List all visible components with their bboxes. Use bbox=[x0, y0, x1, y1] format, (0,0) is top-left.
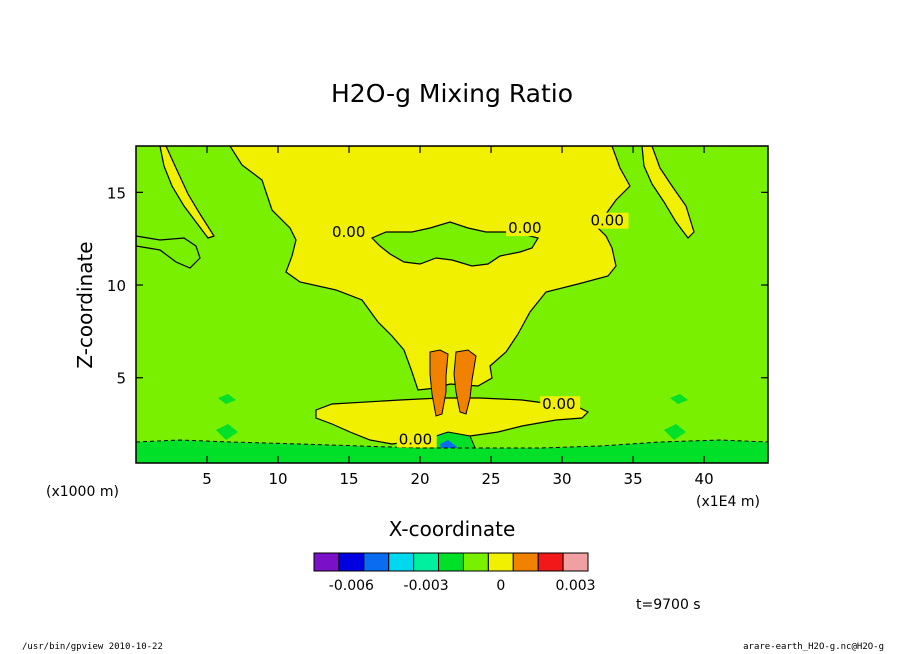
y-tick-label: 10 bbox=[107, 277, 126, 295]
contour-label: 0.00 bbox=[332, 223, 365, 241]
colorbar-swatch bbox=[388, 552, 415, 572]
x-unit-label: (x1E4 m) bbox=[696, 494, 760, 510]
small-green-patch-upper-right bbox=[670, 394, 688, 404]
colorbar-swatch bbox=[462, 552, 489, 572]
colorbar-swatch bbox=[413, 552, 440, 572]
contour-label: 0.00 bbox=[542, 395, 575, 413]
y-tick-label: 15 bbox=[107, 184, 126, 202]
colorbar-tick-label: 0 bbox=[496, 578, 505, 594]
right-upper-yellow-lobe bbox=[641, 146, 695, 239]
colorbar-swatch bbox=[438, 552, 464, 572]
y-axis-label: Z-coordinate bbox=[73, 241, 97, 368]
colorbar-swatch bbox=[313, 552, 340, 572]
chart-title: H2O-g Mixing Ratio bbox=[331, 79, 573, 108]
y-tick-label: 5 bbox=[116, 370, 126, 388]
colorbar-tick-label: 0.003 bbox=[555, 578, 595, 594]
contour-label: 0.00 bbox=[590, 212, 623, 230]
left-upper-yellow-lobe bbox=[159, 146, 215, 239]
colorbar-swatch bbox=[487, 552, 514, 572]
small-green-patch-left bbox=[216, 424, 238, 440]
lower-green-band bbox=[136, 439, 768, 463]
contour-label-bg bbox=[588, 212, 629, 229]
x-tick-label: 20 bbox=[410, 470, 429, 488]
small-green-patch-right bbox=[664, 424, 686, 440]
colorbar bbox=[313, 552, 589, 572]
contour-label-bg bbox=[506, 220, 547, 237]
contour-label: 0.00 bbox=[508, 219, 541, 237]
colorbar-swatch bbox=[338, 552, 365, 572]
core-orange-right bbox=[453, 349, 477, 415]
colorbar-swatch bbox=[562, 552, 589, 572]
contour-label-bg bbox=[329, 223, 370, 240]
x-axis-ticks: 5 10 15 20 25 30 35 40 bbox=[202, 146, 714, 488]
plot-area: 0.00 0.00 0.00 0.00 0.00 bbox=[135, 145, 769, 464]
x-tick-label: 25 bbox=[482, 470, 501, 488]
x-axis-label: X-coordinate bbox=[389, 517, 516, 541]
contour-label: 0.00 bbox=[399, 430, 432, 448]
colorbar-swatch bbox=[512, 552, 539, 572]
footer-left: /usr/bin/gpview 2010-10-22 bbox=[22, 642, 163, 652]
x-tick-label: 10 bbox=[268, 470, 287, 488]
left-dry-lobe bbox=[136, 235, 201, 269]
x-tick-label: 40 bbox=[695, 470, 714, 488]
x-tick-label: 15 bbox=[339, 470, 358, 488]
contour-label-bg bbox=[540, 396, 581, 413]
colorbar-tick-labels: -0.006 -0.003 0 0.003 bbox=[329, 578, 596, 594]
upper-dry-pocket bbox=[370, 221, 539, 267]
colorbar-tick-label: -0.006 bbox=[329, 578, 374, 594]
footer-right: arare-earth_H2O-g.nc@H2O-g bbox=[743, 642, 884, 652]
plot-frame bbox=[135, 145, 769, 464]
contour-labels: 0.00 0.00 0.00 0.00 0.00 bbox=[329, 212, 629, 448]
colorbar-swatch bbox=[537, 552, 564, 572]
y-unit-label: (x1000 m) bbox=[46, 484, 119, 500]
y-axis-ticks: 5 10 15 bbox=[107, 184, 768, 388]
core-orange-left bbox=[429, 349, 449, 417]
time-annotation: t=9700 s bbox=[636, 597, 701, 613]
x-tick-label: 30 bbox=[553, 470, 572, 488]
small-green-patch-upper-left bbox=[218, 394, 236, 404]
colorbar-swatch bbox=[363, 552, 390, 572]
contour-label-bg bbox=[396, 431, 437, 448]
x-tick-label: 35 bbox=[624, 470, 643, 488]
colorbar-tick-label: -0.003 bbox=[404, 578, 449, 594]
x-tick-label: 5 bbox=[202, 470, 212, 488]
